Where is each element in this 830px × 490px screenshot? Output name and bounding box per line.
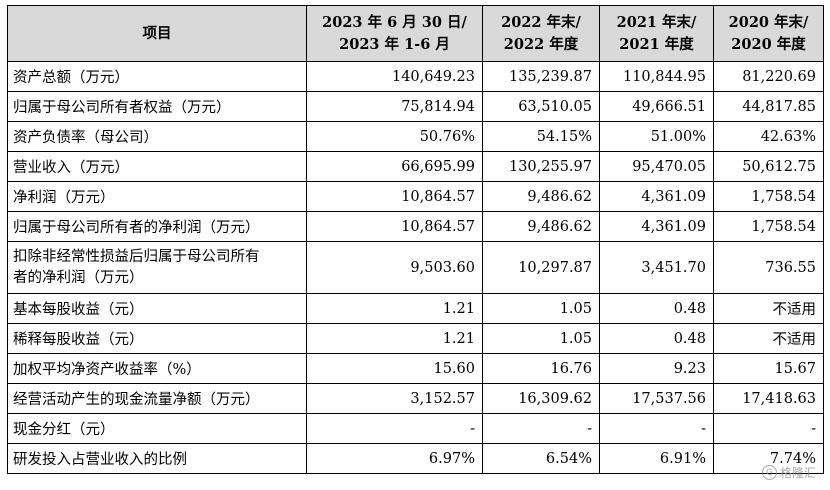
header-row: 项目 2023 年 6 月 30 日/ 2023 年 1-6 月 2022 年末…: [7, 5, 824, 62]
header-col-2020-line2: 2020 年度: [731, 35, 806, 53]
financial-table: 项目 2023 年 6 月 30 日/ 2023 年 1-6 月 2022 年末…: [7, 5, 824, 474]
row-label: 净利润（万元）: [7, 181, 307, 212]
row-label: 归属于母公司所有者权益（万元）: [7, 91, 307, 122]
cell-value: 54.15%: [482, 121, 600, 152]
table-row: 现金分红（元） - - - -: [7, 413, 824, 444]
row-label-line2: 者的净利润（万元）: [13, 269, 144, 286]
header-col-2022-line1: 2022 年末/: [501, 13, 581, 31]
cell-value: -: [713, 413, 824, 444]
row-label: 归属于母公司所有者的净利润（万元）: [7, 211, 307, 242]
header-col-2022: 2022 年末/ 2022 年度: [482, 5, 600, 62]
row-label-line1: 扣除非经常性损益后归属于母公司所有: [13, 248, 260, 265]
cell-value: 16,309.62: [482, 383, 600, 414]
cell-value: 63,510.05: [482, 91, 600, 122]
gelonghui-logo-icon: G: [761, 465, 777, 480]
table-row: 经营活动产生的现金流量净额（万元） 3,152.57 16,309.62 17,…: [7, 383, 824, 414]
row-label: 现金分红（元）: [7, 413, 307, 444]
cell-value: 50.76%: [306, 121, 483, 152]
cell-value: 0.48: [599, 323, 714, 354]
row-label: 加权平均净资产收益率（%）: [7, 353, 307, 384]
header-col-2021-line1: 2021 年末/: [616, 13, 697, 31]
table-row: 加权平均净资产收益率（%） 15.60 16.76 9.23 15.67: [7, 353, 824, 384]
cell-value: 16.76: [482, 353, 600, 384]
cell-value: 不适用: [713, 293, 824, 324]
table-row: 营业收入（万元） 66,695.99 130,255.97 95,470.05 …: [7, 151, 824, 182]
cell-value: 不适用: [713, 323, 824, 354]
cell-value: 9.23: [599, 353, 714, 384]
cell-value: 9,486.62: [482, 211, 600, 242]
cell-value: 130,255.97: [482, 151, 600, 182]
header-col-2023h1-line1: 2023 年 6 月 30 日/: [322, 13, 467, 31]
cell-value: 1.21: [306, 293, 483, 324]
cell-value: 81,220.69: [713, 61, 824, 92]
cell-value: 44,817.85: [713, 91, 824, 122]
cell-value: 10,297.87: [482, 241, 600, 294]
cell-value: 1.21: [306, 323, 483, 354]
cell-value: 110,844.95: [599, 61, 714, 92]
header-col-2021: 2021 年末/ 2021 年度: [599, 5, 714, 62]
cell-value: 10,864.57: [306, 181, 483, 212]
row-label: 稀释每股收益（元）: [7, 323, 307, 354]
cell-value: -: [306, 413, 483, 444]
cell-value: 4,361.09: [599, 181, 714, 212]
cell-value: 1,758.54: [713, 211, 824, 242]
cell-value: 42.63%: [713, 121, 824, 152]
table-row: 净利润（万元） 10,864.57 9,486.62 4,361.09 1,75…: [7, 181, 824, 212]
row-label: 经营活动产生的现金流量净额（万元）: [7, 383, 307, 414]
header-col-2020-line1: 2020 年末/: [728, 13, 809, 31]
header-col-2023h1-line2: 2023 年 1-6 月: [339, 35, 450, 53]
cell-value: 9,503.60: [306, 241, 483, 294]
cell-value: 10,864.57: [306, 211, 483, 242]
row-label: 基本每股收益（元）: [7, 293, 307, 324]
cell-value: 6.54%: [482, 443, 600, 474]
cell-value: 17,537.56: [599, 383, 714, 414]
cell-value: 135,239.87: [482, 61, 600, 92]
cell-value: -: [482, 413, 600, 444]
cell-value: 75,814.94: [306, 91, 483, 122]
header-col-2020: 2020 年末/ 2020 年度: [713, 5, 824, 62]
cell-value: 95,470.05: [599, 151, 714, 182]
table-row: 归属于母公司所有者权益（万元） 75,814.94 63,510.05 49,6…: [7, 91, 824, 122]
cell-value: 6.97%: [306, 443, 483, 474]
table-row: 资产总额（万元） 140,649.23 135,239.87 110,844.9…: [7, 61, 824, 92]
row-label: 资产总额（万元）: [7, 61, 307, 92]
cell-value: 3,451.70: [599, 241, 714, 294]
cell-value: 736.55: [713, 241, 824, 294]
row-label: 扣除非经常性损益后归属于母公司所有 者的净利润（万元）: [7, 241, 307, 294]
cell-value: 140,649.23: [306, 61, 483, 92]
cell-value: 1.05: [482, 293, 600, 324]
cell-value: -: [599, 413, 714, 444]
header-item: 项目: [7, 5, 307, 62]
cell-value: 15.67: [713, 353, 824, 384]
table-row: 研发投入占营业收入的比例 6.97% 6.54% 6.91% 7.74%: [7, 443, 824, 474]
header-col-2023h1: 2023 年 6 月 30 日/ 2023 年 1-6 月: [306, 5, 483, 62]
cell-value: 9,486.62: [482, 181, 600, 212]
row-label: 资产负债率（母公司）: [7, 121, 307, 152]
cell-value: 1,758.54: [713, 181, 824, 212]
cell-value: 66,695.99: [306, 151, 483, 182]
row-label: 研发投入占营业收入的比例: [7, 443, 307, 474]
watermark-text: 格隆汇: [779, 466, 816, 480]
table-row: 扣除非经常性损益后归属于母公司所有 者的净利润（万元） 9,503.60 10,…: [7, 241, 824, 294]
header-col-2021-line2: 2021 年度: [619, 35, 694, 53]
table-row: 稀释每股收益（元） 1.21 1.05 0.48 不适用: [7, 323, 824, 354]
row-label: 营业收入（万元）: [7, 151, 307, 182]
cell-value: 51.00%: [599, 121, 714, 152]
cell-value: 6.91%: [599, 443, 714, 474]
table-row: 基本每股收益（元） 1.21 1.05 0.48 不适用: [7, 293, 824, 324]
cell-value: 1.05: [482, 323, 600, 354]
watermark: G 格隆汇: [761, 464, 816, 481]
cell-value: 0.48: [599, 293, 714, 324]
cell-value: 49,666.51: [599, 91, 714, 122]
cell-value: 3,152.57: [306, 383, 483, 414]
table-row: 资产负债率（母公司） 50.76% 54.15% 51.00% 42.63%: [7, 121, 824, 152]
cell-value: 17,418.63: [713, 383, 824, 414]
cell-value: 50,612.75: [713, 151, 824, 182]
header-col-2022-line2: 2022 年度: [503, 35, 579, 53]
cell-value: 15.60: [306, 353, 483, 384]
cell-value: 4,361.09: [599, 211, 714, 242]
table-row: 归属于母公司所有者的净利润（万元） 10,864.57 9,486.62 4,3…: [7, 211, 824, 242]
